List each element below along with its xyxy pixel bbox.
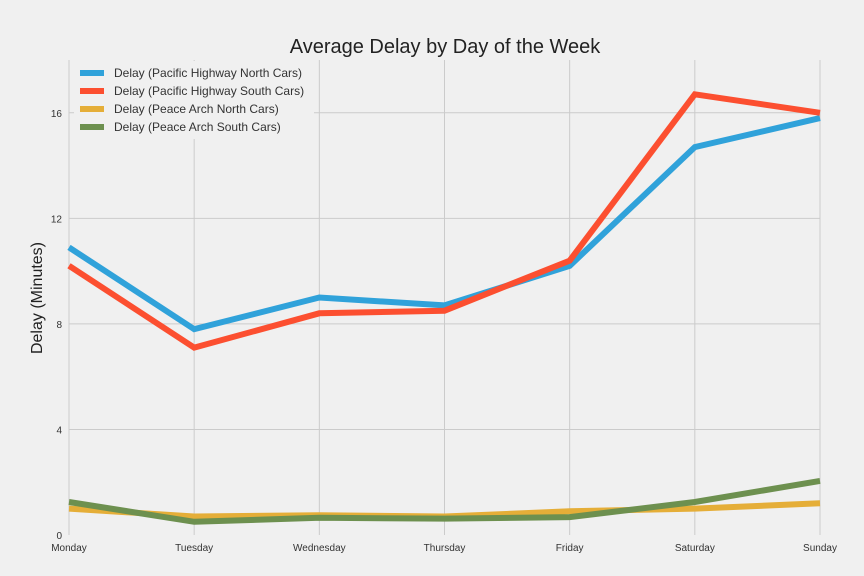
legend-label: Delay (Peace Arch South Cars) [114, 120, 281, 134]
x-tick-label: Wednesday [293, 543, 346, 554]
axes: Monday Tuesday Wednesday Thursday Friday Satu… [51, 109, 837, 554]
y-axis-label: Delay (Minutes) [29, 242, 46, 354]
y-tick-label: 0 [56, 531, 62, 542]
legend-label: Delay (Pacific Highway South Cars) [114, 84, 304, 98]
y-tick-label: 16 [51, 109, 63, 120]
legend-background [74, 61, 314, 139]
y-tick-label: 8 [56, 320, 62, 331]
series-line-4 [68, 477, 821, 525]
y-tick-label: 4 [56, 425, 62, 436]
legend: Delay (Pacific Highway North Cars) Delay … [74, 61, 314, 139]
x-tick-label: Monday [51, 543, 87, 554]
x-tick-label: Saturday [675, 543, 715, 554]
series-lines [67, 91, 821, 525]
x-tick-label: Tuesday [175, 543, 213, 554]
chart-title: Average Delay by Day of the Week [290, 36, 602, 58]
x-tick-label: Thursday [424, 543, 466, 554]
y-tick-label: 12 [51, 214, 63, 225]
series-line-1 [67, 115, 821, 333]
legend-label: Delay (Peace Arch North Cars) [114, 102, 279, 116]
x-tick-label: Sunday [803, 543, 837, 554]
legend-label: Delay (Pacific Highway North Cars) [114, 66, 302, 80]
series-line-2 [67, 91, 821, 351]
x-tick-label: Friday [556, 543, 584, 554]
